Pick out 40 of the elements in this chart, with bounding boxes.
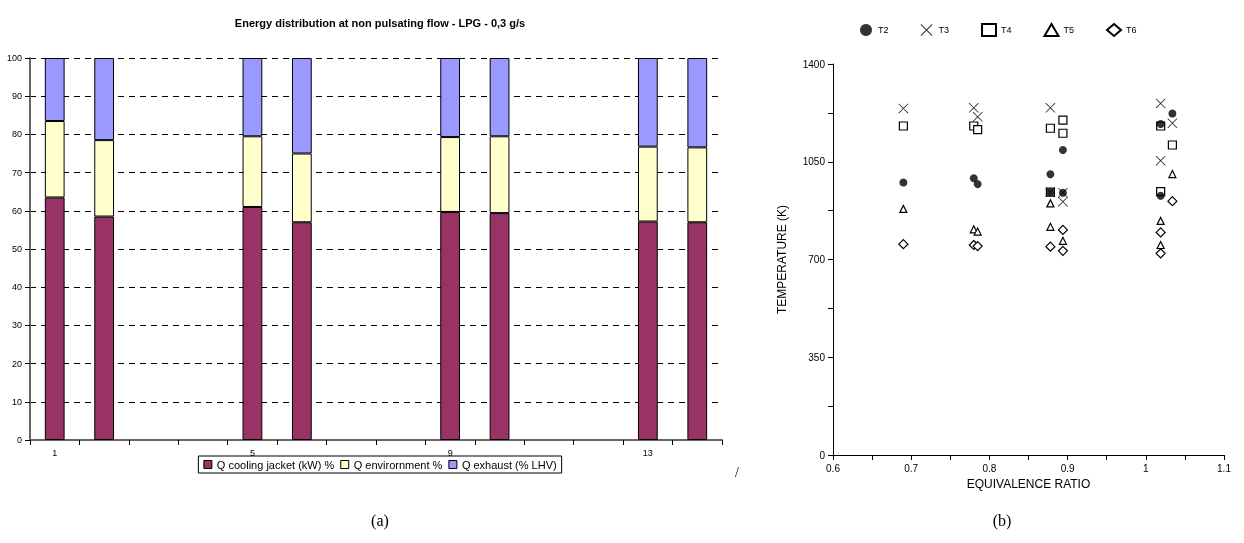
- legend-label: Q envirornment %: [353, 458, 443, 471]
- y-tick-label: 0: [819, 449, 826, 461]
- legend-label: T3: [938, 25, 950, 35]
- y-tick-label: 30: [11, 320, 22, 331]
- text: (b): [992, 511, 1012, 530]
- x-tick-label: 1.1: [1217, 462, 1232, 474]
- x-tick-label: 1: [1143, 462, 1150, 474]
- y-tick-label: 60: [11, 205, 22, 216]
- y-tick-label: 40: [11, 282, 22, 293]
- y-tick-label: 50: [11, 244, 22, 254]
- y-tick-label: 1400: [802, 58, 826, 70]
- legend-label: T6: [1126, 25, 1137, 35]
- x-tick-label: 5: [249, 447, 255, 458]
- x-tick-label: 0.6: [826, 462, 841, 474]
- chart-title: Energy distribution at non pulsating flow - LPG - 0,3 g/s: [234, 16, 526, 29]
- y-tick-label: 1050: [802, 156, 826, 168]
- x-axis-title: EQUIVALENCE RATIO: [966, 476, 1091, 491]
- x-tick-label: 0.9: [1060, 462, 1075, 474]
- x-tick-label: 9: [447, 447, 453, 458]
- legend-label: Q cooling jacket (kW) %: [216, 458, 335, 471]
- y-axis-title: TEMPERATURE (K): [775, 204, 789, 315]
- legend-label: T4: [1001, 25, 1012, 35]
- y-tick-label: 10: [11, 396, 22, 407]
- y-tick-label: 700: [808, 254, 826, 265]
- y-tick-label: 20: [11, 358, 22, 369]
- x-tick-label: 0.8: [982, 462, 997, 474]
- legend-label: T2: [878, 25, 889, 35]
- text: (a): [371, 511, 389, 530]
- y-tick-label: 90: [11, 91, 22, 102]
- y-tick-label: 100: [6, 53, 22, 63]
- y-tick-label: 80: [11, 129, 22, 140]
- y-tick-label: 70: [11, 167, 22, 178]
- text: /: [735, 464, 739, 480]
- x-tick-label: 13: [642, 447, 653, 458]
- x-tick-label: 0.7: [904, 462, 919, 474]
- legend-label: Q exhaust (% LHV): [461, 458, 557, 471]
- y-tick-label: 0: [16, 435, 22, 445]
- y-tick-label: 350: [808, 351, 826, 363]
- x-tick-label: 1: [52, 447, 58, 458]
- legend-label: T5: [1063, 25, 1075, 35]
